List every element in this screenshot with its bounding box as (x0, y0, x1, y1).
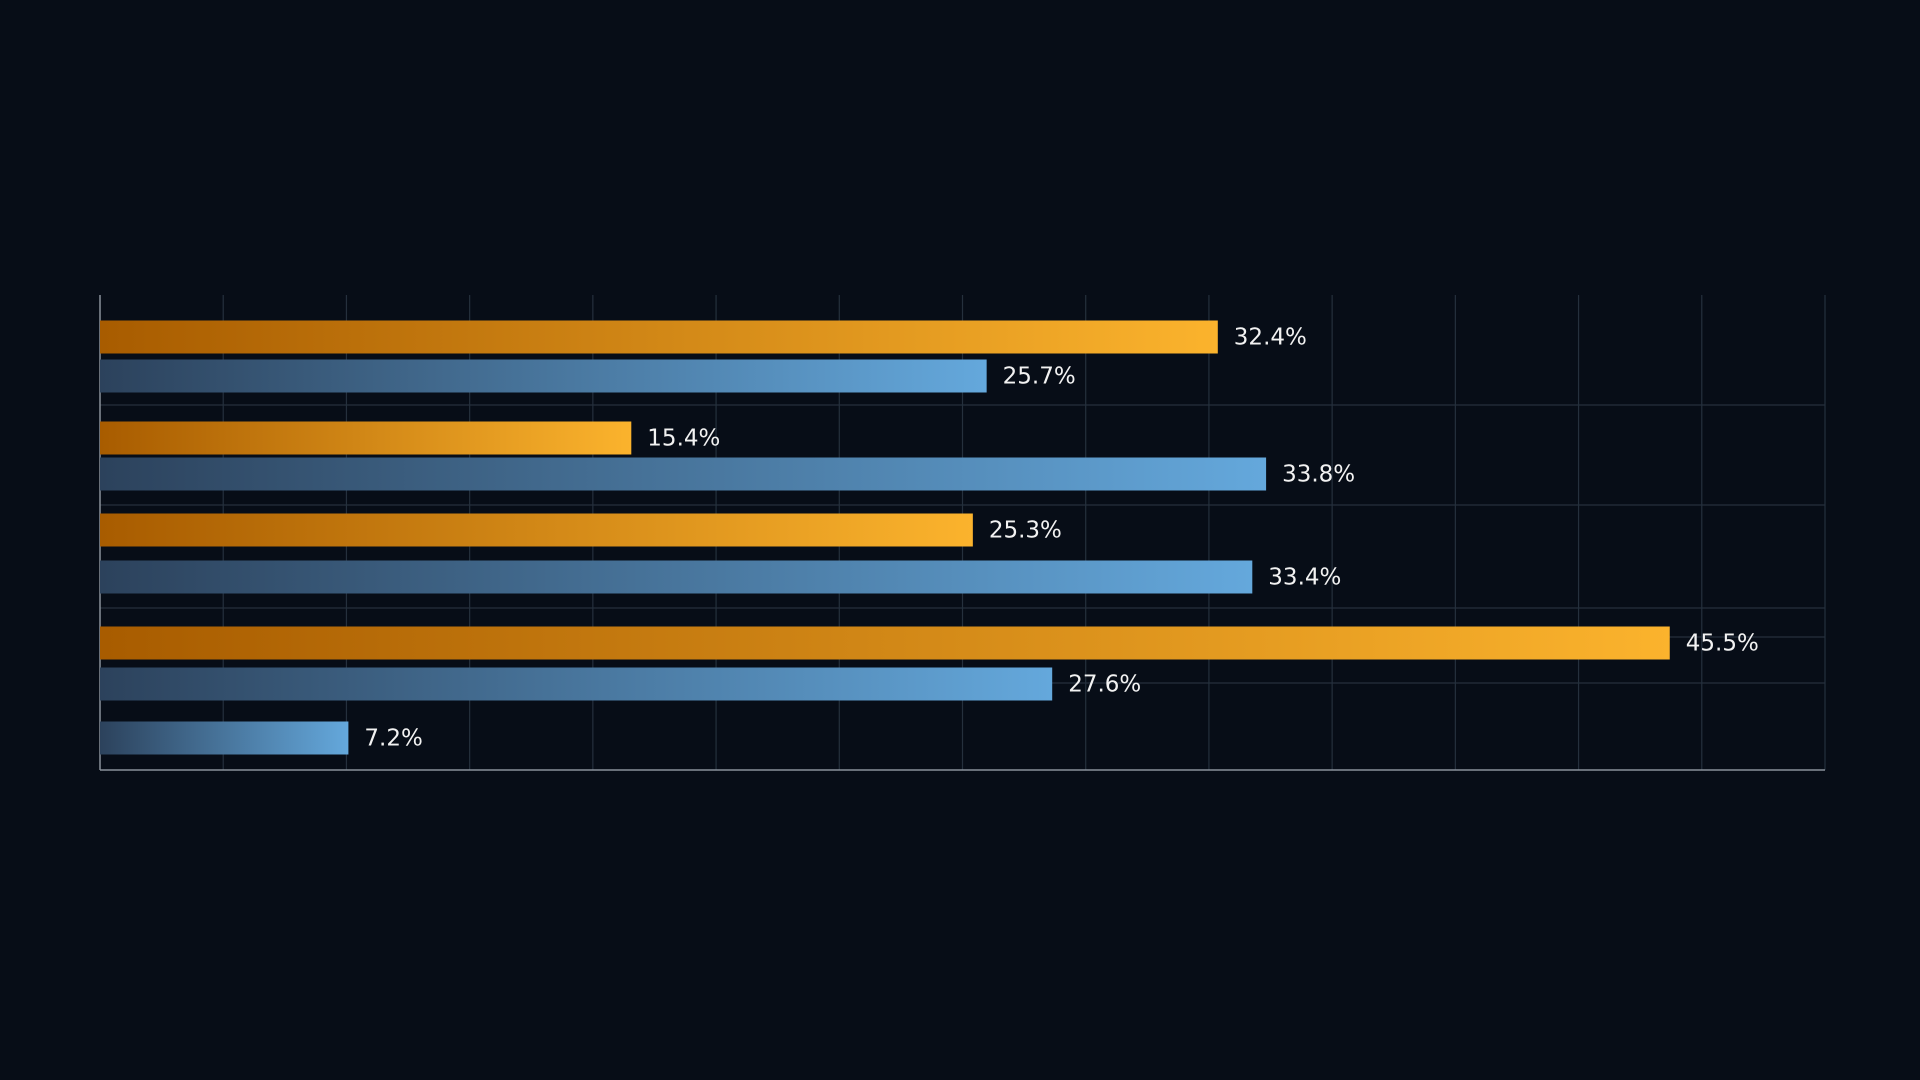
value-label: 25.7% (1003, 364, 1076, 390)
value-label: 33.4% (1268, 565, 1341, 591)
value-label: 33.8% (1282, 462, 1355, 488)
value-label: 15.4% (647, 426, 720, 452)
value-label: 27.6% (1068, 672, 1141, 698)
value-label: 7.2% (364, 726, 422, 752)
bar (100, 667, 1053, 701)
bar (100, 457, 1267, 491)
bar (100, 721, 349, 755)
value-label: 45.5% (1686, 631, 1759, 657)
bar (100, 626, 1670, 660)
bar (100, 359, 987, 393)
bar (100, 320, 1218, 354)
value-label: 32.4% (1234, 325, 1307, 351)
bar (100, 560, 1253, 594)
bar (100, 421, 632, 455)
value-label: 25.3% (989, 518, 1062, 544)
bar (100, 513, 973, 547)
